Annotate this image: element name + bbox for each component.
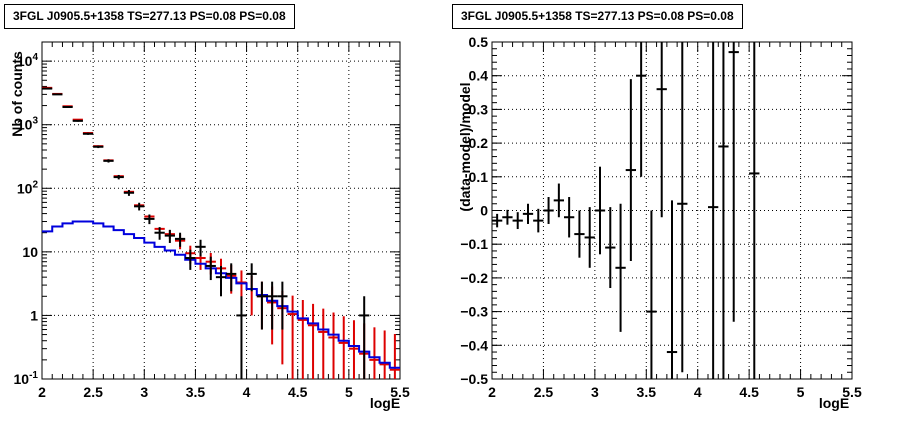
residuals-panel: 2 2.5 3 3.5 4 4.5 5 5.5 −0.5 −0.4 −0.3 −0.2 −0.1 0 0.1… (457, 34, 862, 411)
x-tick-label: 3.5 (186, 384, 206, 400)
x-tick-label: 3 (591, 384, 599, 400)
y-tick-label: 0.5 (469, 34, 489, 50)
x-tick-label: 2.5 (534, 384, 554, 400)
y-tick-label: 10-1 (14, 370, 39, 387)
x-tick-label: 3.5 (637, 384, 657, 400)
y-tick-label: 102 (17, 179, 39, 196)
y-tick-label: 0.2 (469, 135, 489, 151)
y-tick-label: −0.4 (460, 337, 488, 353)
x-tick-label: 4 (694, 384, 702, 400)
y-tick-label: 0 (480, 203, 488, 219)
x-tick-label: 4 (243, 384, 251, 400)
y-tick-label: 0.1 (469, 169, 489, 185)
y-tick-label: 0.3 (469, 101, 489, 117)
y-tick-label: −0.3 (460, 304, 488, 320)
x-tick-label: 5.5 (842, 384, 862, 400)
y-tick-label: 104 (17, 52, 39, 69)
x-axis-label: logE (819, 395, 849, 411)
x-axis-label: logE (370, 395, 400, 411)
y-tick-label: 1 (30, 307, 38, 323)
plot-frame (41, 41, 401, 380)
component-histogram (42, 220, 400, 369)
x-tick-label: 5 (797, 384, 805, 400)
x-tick-label: 3 (140, 384, 148, 400)
y-axis-label: Nb of counts (9, 51, 25, 137)
x-tick-label: 4.5 (288, 384, 308, 400)
left-chart-title: 3FGL J0905.5+1358 TS=277.13 PS=0.08 PS=0… (4, 4, 295, 29)
x-tick-label: 5.5 (390, 384, 410, 400)
right-chart-title: 3FGL J0905.5+1358 TS=277.13 PS=0.08 PS=0… (452, 4, 743, 29)
y-tick-label: 10 (22, 244, 38, 260)
counts-spectrum-panel: 2 2.5 3 3.5 4 4.5 5 5.5 10-1 1 10 102 103 104 logE Nb o… (9, 41, 410, 411)
x-tick-label: 2.5 (83, 384, 103, 400)
x-tick-label: 2 (38, 384, 46, 400)
y-tick-label: −0.1 (460, 236, 488, 252)
y-tick-label: −0.5 (460, 371, 488, 387)
y-tick-label: 0.4 (469, 68, 489, 84)
x-tick-label: 2 (488, 384, 496, 400)
y-tick-label: 103 (17, 116, 39, 133)
y-axis-label: (data-model)/model (457, 82, 473, 211)
y-tick-label: −0.2 (460, 270, 488, 286)
x-tick-label: 4.5 (739, 384, 759, 400)
x-tick-label: 5 (345, 384, 353, 400)
